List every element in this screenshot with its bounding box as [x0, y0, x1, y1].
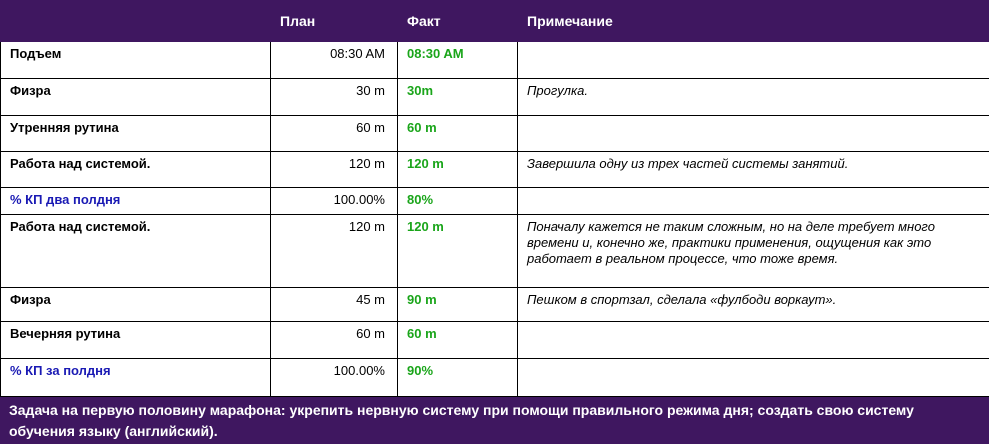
note-cell: Прогулка. [517, 78, 989, 116]
header-cell [0, 0, 271, 42]
note-cell [517, 187, 989, 215]
row-label: Физра [0, 287, 271, 322]
table-row: Физра 30 m 30m Прогулка. [0, 78, 989, 116]
table-row: % КП за полдня 100.00% 90% [0, 358, 989, 397]
table-row: % КП два полдня 100.00% 80% [0, 187, 989, 215]
plan-cell: 08:30 AM [270, 41, 398, 79]
row-label: Вечерняя рутина [0, 321, 271, 359]
note-cell: Пешком в спортзал, сделала «фулбоди ворк… [517, 287, 989, 322]
row-label: Работа над системой. [0, 214, 271, 288]
row-label: % КП два полдня [0, 187, 271, 215]
plan-cell: 120 m [270, 214, 398, 288]
plan-cell: 60 m [270, 115, 398, 152]
row-label: Утренняя рутина [0, 115, 271, 152]
row-label: % КП за полдня [0, 358, 271, 397]
header-row: План Факт Примечание [0, 0, 989, 42]
note-cell [517, 358, 989, 397]
note-cell [517, 41, 989, 79]
fact-cell: 30m [397, 78, 518, 116]
fact-cell: 120 m [397, 151, 518, 188]
fact-cell: 08:30 AM [397, 41, 518, 79]
fact-cell: 80% [397, 187, 518, 215]
table-body: Подъем 08:30 AM 08:30 AM Физра 30 m 30m Прогул… [0, 41, 989, 444]
note-cell [517, 115, 989, 152]
header-cell: Примечание [517, 0, 989, 42]
note-cell [517, 321, 989, 359]
table-row: Подъем 08:30 AM 08:30 AM [0, 41, 989, 79]
fact-cell: 90% [397, 358, 518, 397]
table-row: Работа над системой. 120 m 120 m Поначалу к… [0, 214, 989, 288]
table-row: Работа над системой. 120 m 120 m Завершила … [0, 151, 989, 188]
table-row: Вечерняя рутина 60 m 60 m [0, 321, 989, 359]
plan-cell: 100.00% [270, 358, 398, 397]
plan-cell: 100.00% [270, 187, 398, 215]
row-label: Работа над системой. [0, 151, 271, 188]
fact-cell: 60 m [397, 115, 518, 152]
plan-cell: 45 m [270, 287, 398, 322]
footer-row: Задача на первую половину марафона: укре… [0, 396, 989, 444]
header-cell: План [270, 0, 398, 42]
row-label: Подъем [0, 41, 271, 79]
plan-cell: 60 m [270, 321, 398, 359]
row-label: Физра [0, 78, 271, 116]
table-row: Утренняя рутина 60 m 60 m [0, 115, 989, 152]
note-cell: Поначалу кажется не таким сложным, но на… [517, 214, 989, 288]
note-cell: Завершила одну из трех частей системы за… [517, 151, 989, 188]
fact-cell: 90 m [397, 287, 518, 322]
header-cell: Факт [397, 0, 518, 42]
plan-cell: 30 m [270, 78, 398, 116]
plan-cell: 120 m [270, 151, 398, 188]
footer-text: Задача на первую половину марафона: укре… [0, 396, 989, 444]
table-row: Физра 45 m 90 m Пешком в спортзал, сделала … [0, 287, 989, 322]
fact-cell: 60 m [397, 321, 518, 359]
fact-cell: 120 m [397, 214, 518, 288]
